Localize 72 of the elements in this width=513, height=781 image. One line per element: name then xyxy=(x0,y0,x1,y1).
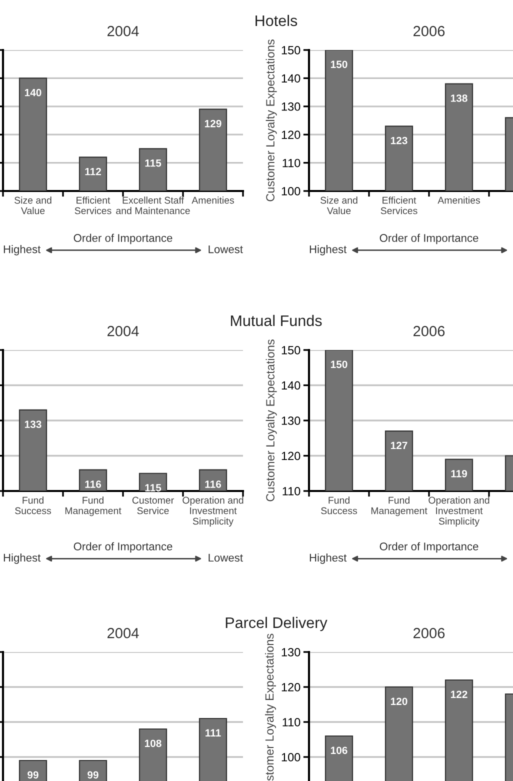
y-tick-label: 110 xyxy=(282,487,300,496)
data-label: 99 xyxy=(88,771,98,779)
chart-title: 2006 xyxy=(414,26,445,36)
x-tick-label: Fund Success xyxy=(321,496,358,514)
chart-subtitle: Mutual Funds xyxy=(230,314,322,326)
chart-title: 2004 xyxy=(108,326,139,336)
data-label: 111 xyxy=(206,729,221,736)
chart-title: 2006 xyxy=(414,326,445,336)
y-tick-label: 140 xyxy=(282,74,300,83)
y-tick-label: 130 xyxy=(282,416,300,425)
data-label: 129 xyxy=(204,120,222,128)
x-tick-label: Amenities xyxy=(192,196,234,204)
y-axis-title: Customer Loyalty Expectations xyxy=(266,40,277,202)
x-tick-label: Operation and Investment Simplicity xyxy=(428,496,490,527)
data-label: 115 xyxy=(145,160,162,167)
x-tick-label: Amenities xyxy=(438,196,480,204)
chart-subtitle: Hotels xyxy=(256,14,298,26)
y-tick-label: 150 xyxy=(282,46,300,54)
chart-title: 2006 xyxy=(414,628,445,638)
data-label: 150 xyxy=(330,60,348,68)
text: Order of Importance xyxy=(380,234,478,244)
y-tick-label: 130 xyxy=(282,648,300,656)
data-label: 133 xyxy=(24,420,42,428)
y-tick-label: 120 xyxy=(282,130,300,139)
text: Lowest xyxy=(208,554,243,562)
text: Highest xyxy=(310,245,347,256)
y-tick-label: 110 xyxy=(282,718,300,726)
data-label: 123 xyxy=(390,136,408,144)
x-tick-label: Fund Management xyxy=(65,496,122,516)
chart-subtitle: Parcel Delivery xyxy=(226,616,328,632)
y-axis-title: Customer Loyalty Expectations xyxy=(266,340,277,502)
data-label: 140 xyxy=(24,88,42,96)
data-label: 138 xyxy=(450,94,468,102)
text: Highest xyxy=(4,245,41,256)
y-tick-label: 130 xyxy=(282,102,300,111)
data-label: 116 xyxy=(205,480,222,488)
text: Highest xyxy=(4,554,41,564)
text: Order of Importance xyxy=(380,542,478,553)
x-tick-label: Size and Value xyxy=(320,196,358,214)
data-label: 99 xyxy=(28,771,38,779)
y-tick-label: 100 xyxy=(282,187,300,196)
y-tick-label: 120 xyxy=(282,452,300,460)
x-tick-label: Efficient Services xyxy=(74,196,112,214)
data-label: 115 xyxy=(145,484,162,492)
data-label: 106 xyxy=(330,746,348,754)
y-tick-label: 120 xyxy=(282,683,300,692)
y-tick-label: 150 xyxy=(282,346,300,354)
x-tick-label: Operation and Investment Simplicity xyxy=(182,496,244,527)
x-tick-label: Efficient Services xyxy=(380,196,418,214)
data-label: 120 xyxy=(390,698,408,706)
x-tick-label: Fund Management xyxy=(371,496,428,516)
chart-title: 2004 xyxy=(108,26,139,36)
y-tick-label: 100 xyxy=(282,753,300,762)
data-label: 108 xyxy=(144,740,162,748)
data-label: 150 xyxy=(330,360,348,368)
y-tick-label: 140 xyxy=(282,381,300,390)
x-tick-label: Size and Value xyxy=(14,196,52,214)
x-tick-label: Customer Service xyxy=(132,496,174,514)
chart-title: 2004 xyxy=(108,628,139,638)
data-label: 122 xyxy=(450,690,468,698)
y-tick-label: 110 xyxy=(282,158,300,168)
text: Order of Importance xyxy=(74,234,172,244)
data-label: 116 xyxy=(85,480,102,488)
text: Order of Importance xyxy=(74,542,172,553)
data-label: 127 xyxy=(390,442,408,450)
x-tick-label: Excellent Staff and Maintenance xyxy=(116,196,190,214)
y-axis-title: stomer Loyalty Expectations xyxy=(264,634,276,781)
x-tick-label: Fund Success xyxy=(15,496,52,514)
text: Lowest xyxy=(208,245,243,254)
text: Highest xyxy=(310,554,347,564)
data-label: 119 xyxy=(451,470,468,478)
data-label: 112 xyxy=(85,168,101,176)
